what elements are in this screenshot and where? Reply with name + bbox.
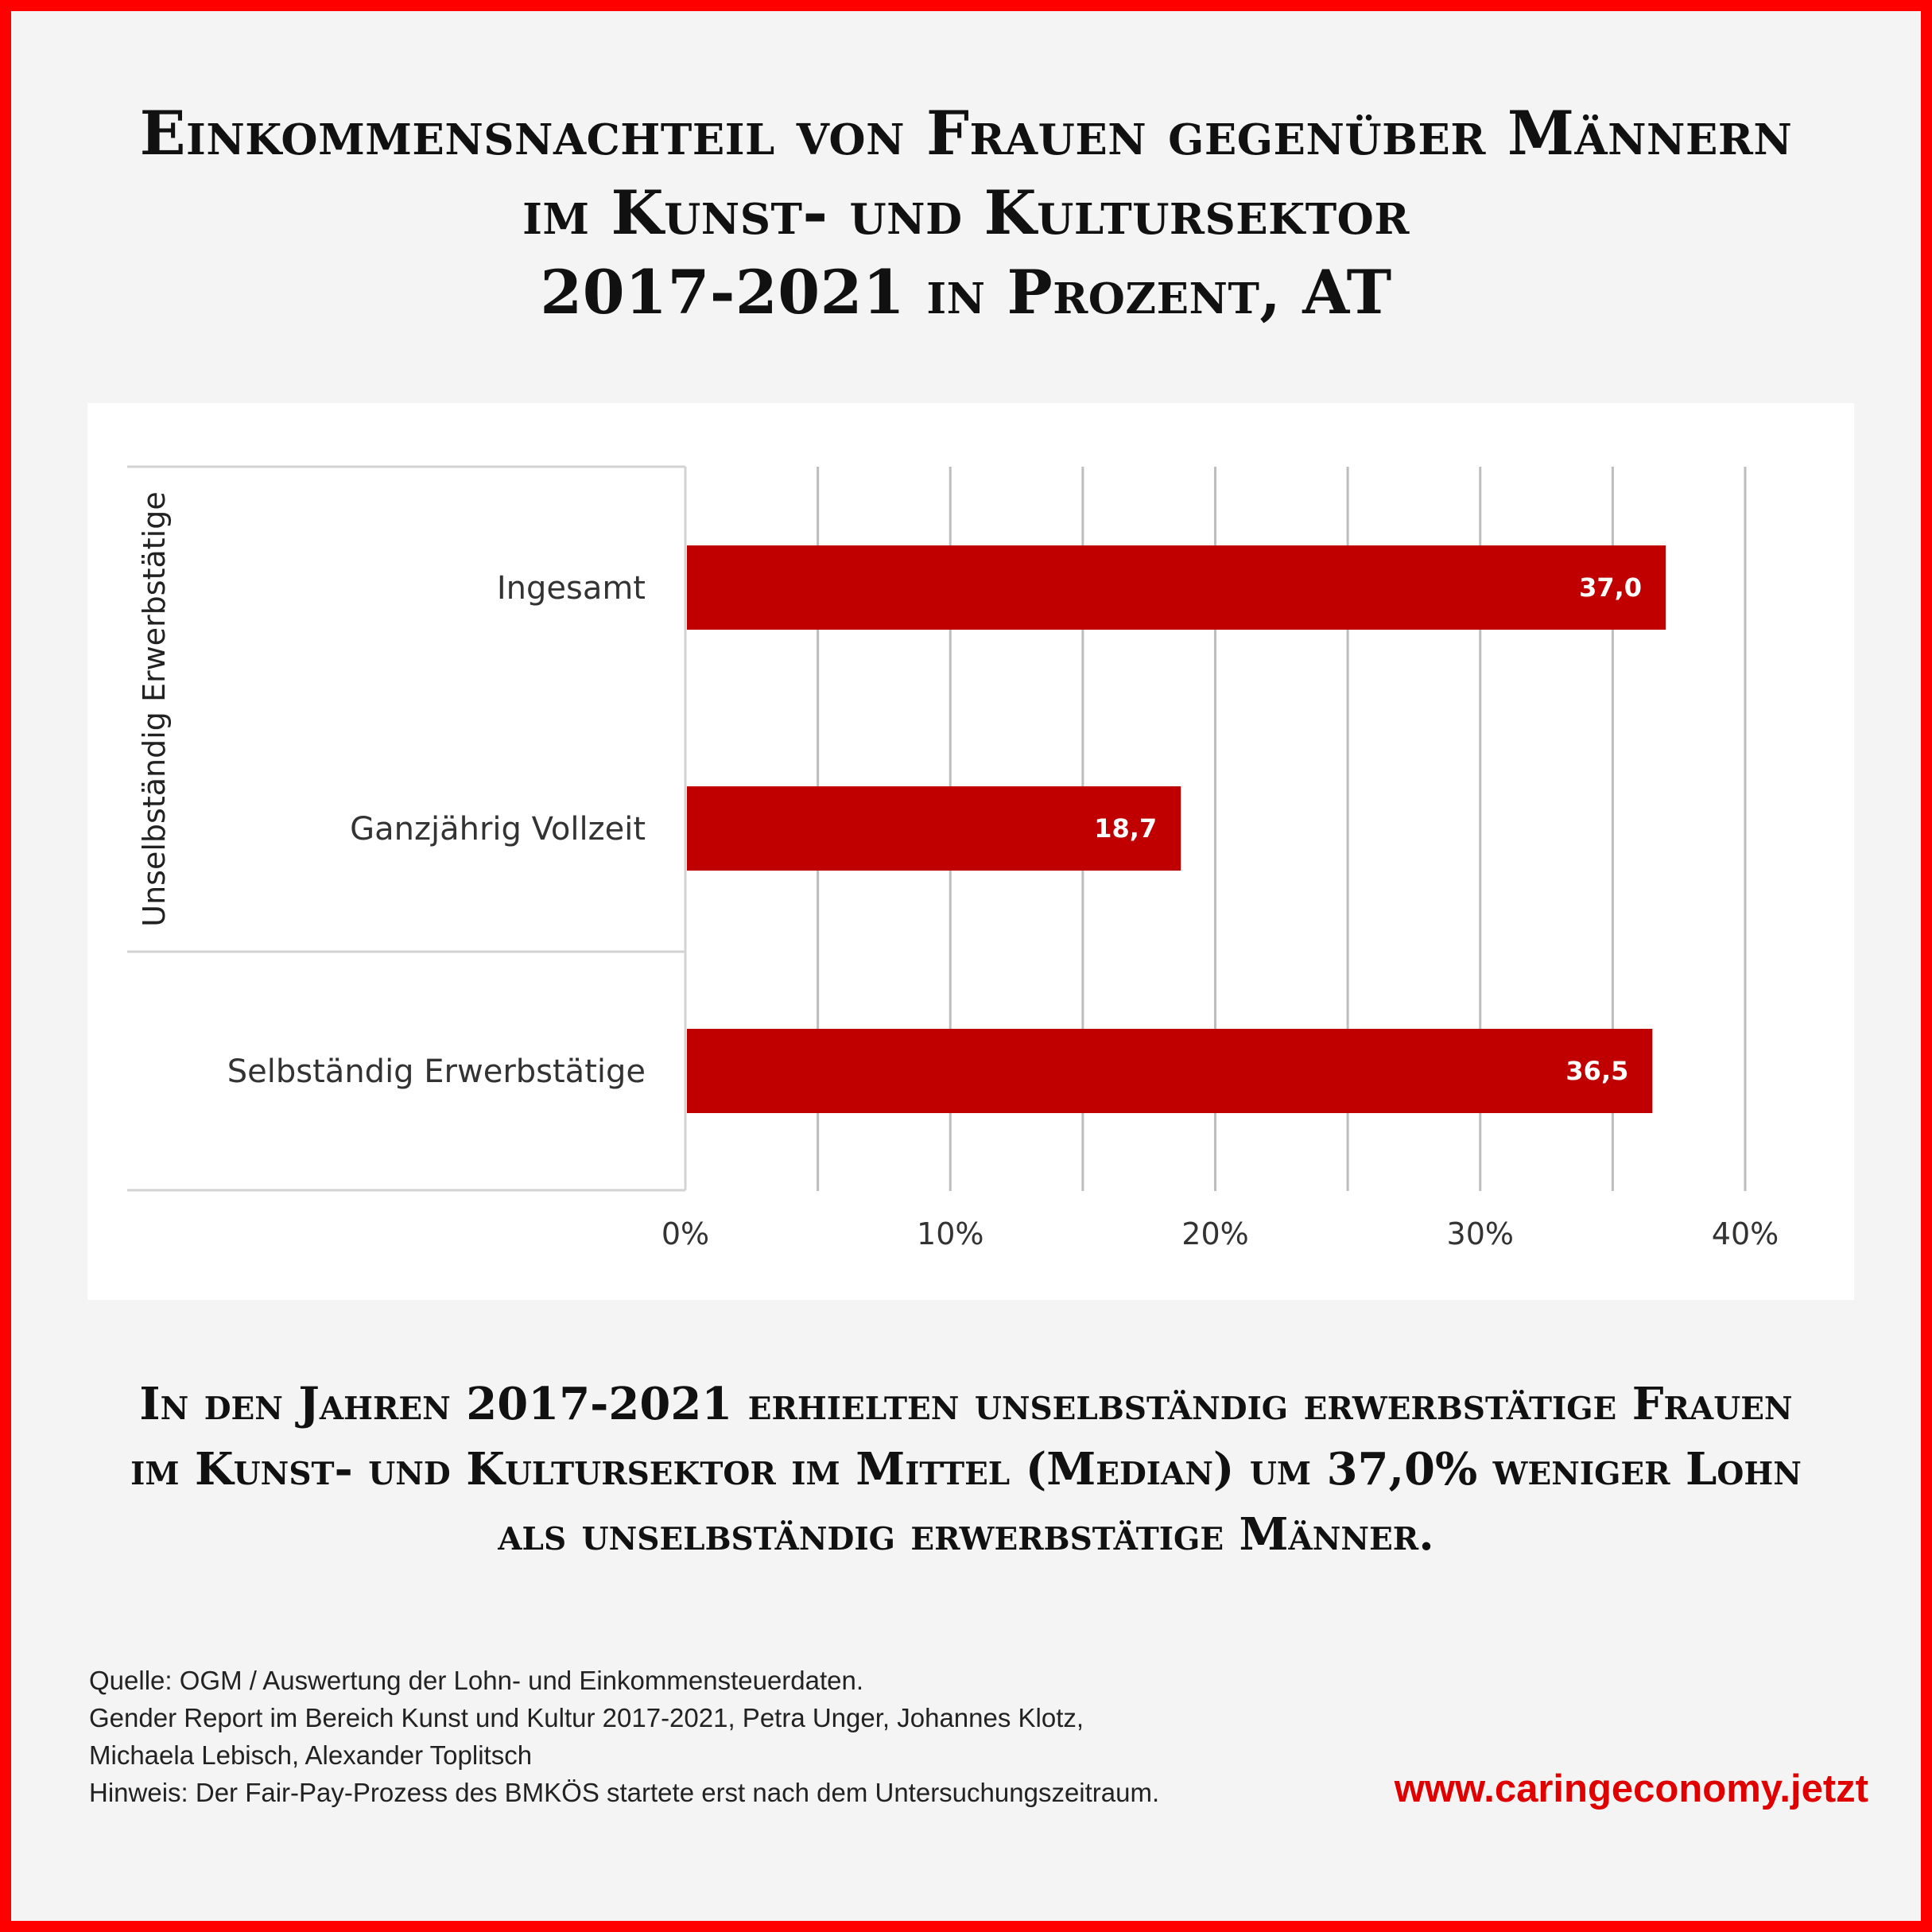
group-label: Unselbständig Erwerbstätige	[137, 491, 172, 926]
data-label: 18,7	[1094, 813, 1157, 844]
title-line: Einkommensnachteil von Frauen gegenüber …	[139, 98, 1793, 169]
source-note: Quelle: OGM / Auswertung der Lohn- und E…	[89, 1662, 1298, 1811]
bar-chart: Unselbständig Erwerbstätige Ingesamt 37,0 G…	[127, 465, 1779, 1251]
category-label: Ingesamt	[497, 570, 646, 607]
title-line: im Kunst- und Kultursektor	[522, 177, 1410, 248]
summary-text: In den Jahren 2017-2021 erhielten unselb…	[48, 1371, 1884, 1567]
bar	[687, 545, 1666, 630]
data-label: 37,0	[1579, 572, 1642, 603]
x-tick-label: 10%	[917, 1216, 983, 1251]
category-label: Selbständig Erwerbstätige	[227, 1053, 646, 1090]
title-line: 2017-2021 in Prozent, AT	[540, 257, 1392, 328]
category-label: Ganzjährig Vollzeit	[350, 811, 646, 848]
x-tick-label: 40%	[1712, 1216, 1779, 1251]
source-line: Michaela Lebisch, Alexander Toplitsch	[89, 1740, 533, 1770]
website-link[interactable]: www.caringeconomy.jetzt	[1394, 1767, 1868, 1810]
source-line: Quelle: OGM / Auswertung der Lohn- und E…	[89, 1666, 864, 1695]
summary-line: im Kunst- und Kultursektor im Mittel (Me…	[130, 1443, 1802, 1496]
page-title: Einkommensnachteil von Frauen gegenüber …	[48, 94, 1884, 332]
x-tick-label: 0%	[661, 1216, 709, 1251]
summary-line: als unselbständig erwerbstätige Männer.	[498, 1508, 1434, 1561]
summary-line: In den Jahren 2017-2021 erhielten unselb…	[139, 1378, 1793, 1430]
bar	[687, 1029, 1653, 1113]
x-tick-label: 20%	[1181, 1216, 1248, 1251]
x-tick-label: 30%	[1447, 1216, 1514, 1251]
chart-panel: Unselbständig Erwerbstätige Ingesamt 37,0 G…	[87, 403, 1854, 1300]
bar	[687, 786, 1181, 871]
source-line: Gender Report im Bereich Kunst und Kultu…	[89, 1703, 1084, 1732]
source-line: Hinweis: Der Fair-Pay-Prozess des BMKÖS …	[89, 1778, 1160, 1807]
data-label: 36,5	[1565, 1056, 1628, 1086]
